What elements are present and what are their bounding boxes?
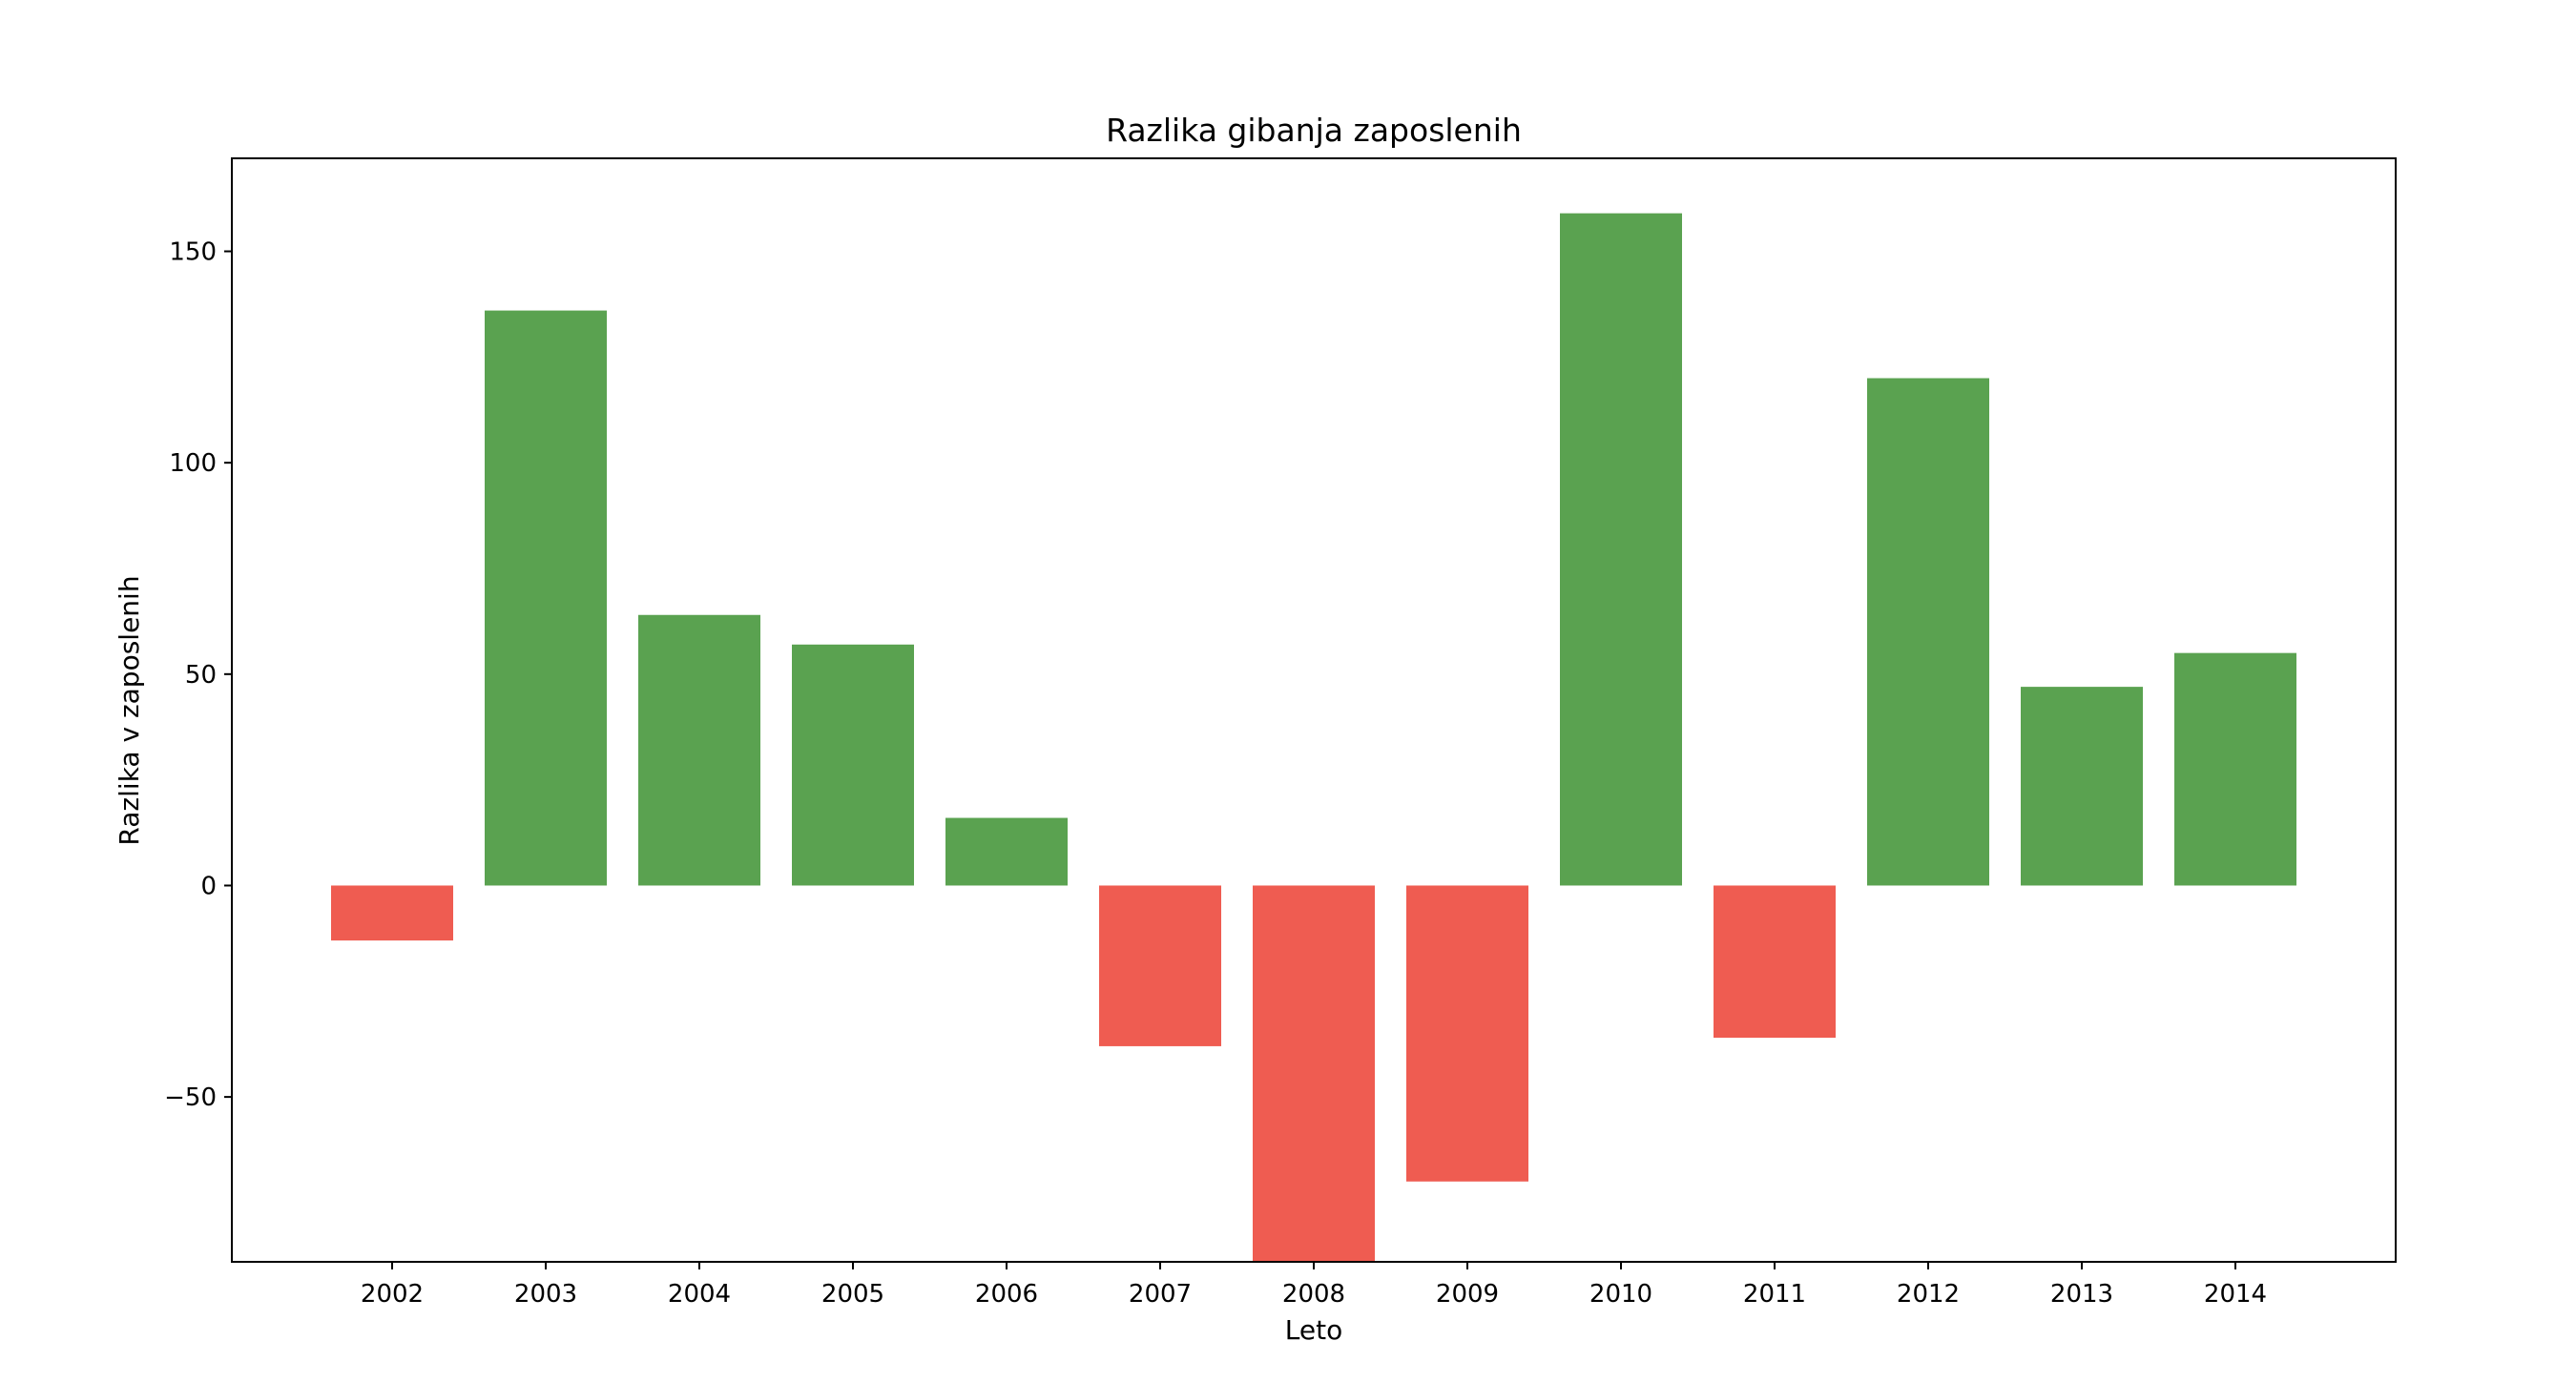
x-tick-label: 2010 — [1589, 1280, 1652, 1309]
bar-2014 — [2174, 652, 2296, 886]
bar-2008 — [1253, 885, 1375, 1262]
bar-2002 — [331, 885, 453, 941]
x-tick-label: 2007 — [1129, 1280, 1192, 1309]
x-tick-label: 2009 — [1436, 1280, 1499, 1309]
y-axis-label: Razlika v zaposlenih — [114, 575, 145, 845]
y-tick-label: −50 — [164, 1083, 217, 1112]
x-tick-label: 2002 — [361, 1280, 424, 1309]
y-tick-label: 50 — [185, 661, 217, 690]
x-tick-label: 2012 — [1897, 1280, 1960, 1309]
x-tick-label: 2014 — [2204, 1280, 2267, 1309]
bar-2010 — [1560, 213, 1682, 886]
bar-2009 — [1406, 885, 1528, 1182]
bar-2012 — [1867, 378, 1989, 886]
x-tick-label: 2013 — [2050, 1280, 2113, 1309]
bar-2004 — [638, 614, 760, 886]
x-axis: 2002 2003 2004 2005 2006 2007 2008 2009 2010 2011… — [361, 1262, 2267, 1309]
x-axis-label: Leto — [1285, 1314, 1342, 1346]
chart-title: Razlika gibanja zaposlenih — [1106, 112, 1522, 149]
bar-2013 — [2021, 687, 2143, 886]
x-tick-label: 2003 — [514, 1280, 577, 1309]
y-tick-label: 150 — [169, 238, 217, 267]
bar-2003 — [485, 310, 607, 886]
bar-2011 — [1714, 885, 1836, 1039]
x-tick-label: 2004 — [668, 1280, 731, 1309]
x-tick-label: 2005 — [821, 1280, 884, 1309]
x-tick-label: 2008 — [1282, 1280, 1345, 1309]
x-tick-label: 2006 — [975, 1280, 1038, 1309]
y-tick-label: 100 — [169, 449, 217, 478]
bars-layer — [331, 213, 2296, 1262]
bar-2006 — [945, 817, 1068, 886]
bar-2005 — [792, 644, 914, 886]
bar-2007 — [1099, 885, 1221, 1046]
y-tick-label: 0 — [200, 872, 217, 900]
x-tick-label: 2011 — [1743, 1280, 1806, 1309]
y-axis: −50 0 50 100 150 — [164, 238, 232, 1112]
